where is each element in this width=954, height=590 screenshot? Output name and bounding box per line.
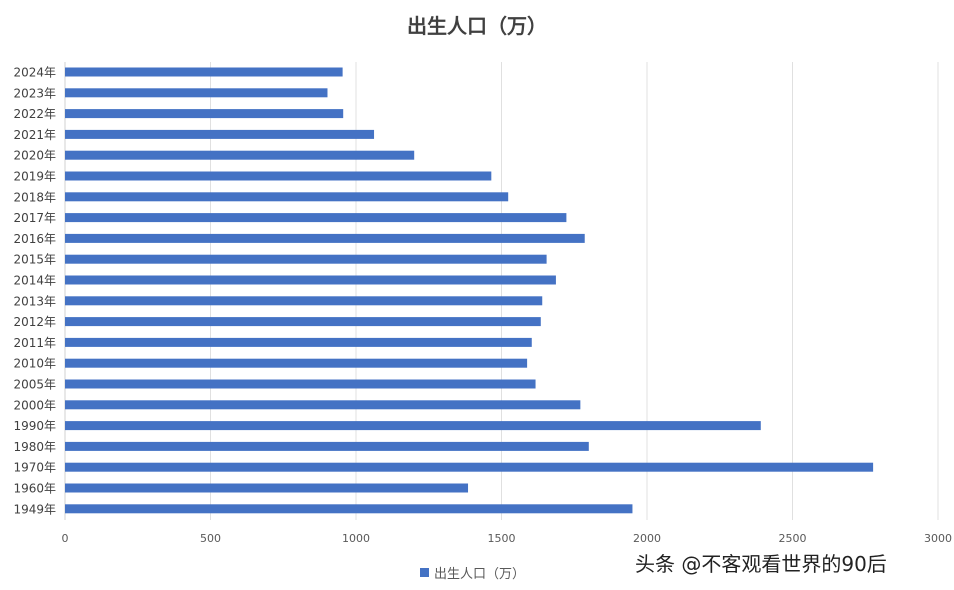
bar xyxy=(65,462,874,472)
y-tick-label: 2015年 xyxy=(13,253,56,267)
bar xyxy=(65,254,547,264)
y-tick-label: 2018年 xyxy=(13,190,56,204)
watermark: 头条 @不客观看世界的90后 xyxy=(635,552,887,576)
bar xyxy=(65,421,761,431)
y-tick-label: 2010年 xyxy=(13,357,56,371)
y-tick-label: 2014年 xyxy=(13,274,56,288)
y-tick-label: 2022年 xyxy=(13,107,56,121)
x-tick-label: 2000 xyxy=(633,532,661,545)
y-tick-label: 2016年 xyxy=(13,232,56,246)
x-tick-label: 0 xyxy=(62,532,69,545)
y-tick-label: 1949年 xyxy=(13,502,56,516)
bar xyxy=(65,67,343,77)
legend-swatch xyxy=(420,568,429,577)
bar xyxy=(65,317,541,327)
x-tick-label: 500 xyxy=(200,532,221,545)
y-tick-label: 1980年 xyxy=(13,440,56,454)
y-tick-label: 2005年 xyxy=(13,378,56,392)
bar xyxy=(65,171,492,181)
bar xyxy=(65,213,567,223)
bar xyxy=(65,337,532,347)
bar xyxy=(65,88,328,98)
bar xyxy=(65,192,509,202)
x-tick-label: 2500 xyxy=(779,532,807,545)
bar xyxy=(65,150,415,160)
bar xyxy=(65,129,375,139)
y-tick-label: 2021年 xyxy=(13,128,56,142)
bar xyxy=(65,379,536,389)
y-tick-label: 2011年 xyxy=(13,336,56,350)
y-tick-label: 2012年 xyxy=(13,315,56,329)
y-tick-label: 1970年 xyxy=(13,461,56,475)
y-tick-label: 1960年 xyxy=(13,482,56,496)
y-tick-label: 1990年 xyxy=(13,419,56,433)
y-tick-label: 2013年 xyxy=(13,294,56,308)
bar xyxy=(65,504,633,514)
bar xyxy=(65,275,556,285)
y-tick-label: 2019年 xyxy=(13,170,56,184)
y-tick-label: 2017年 xyxy=(13,211,56,225)
legend[interactable]: 出生人口（万） xyxy=(420,563,525,582)
bar xyxy=(65,400,581,410)
x-tick-label: 1500 xyxy=(488,532,516,545)
bar xyxy=(65,441,589,451)
bar xyxy=(65,296,543,306)
bar xyxy=(65,233,585,243)
bar xyxy=(65,483,469,493)
legend-label: 出生人口（万） xyxy=(434,567,526,582)
bar xyxy=(65,109,344,119)
chart-title: 出生人口（万） xyxy=(407,14,547,38)
y-tick-label: 2024年 xyxy=(13,66,56,80)
x-tick-label: 1000 xyxy=(342,532,370,545)
y-tick-label: 2000年 xyxy=(13,398,56,412)
y-tick-label: 2020年 xyxy=(13,149,56,163)
y-tick-label: 2023年 xyxy=(13,86,56,100)
bar xyxy=(65,358,528,368)
x-tick-label: 3000 xyxy=(924,532,952,545)
